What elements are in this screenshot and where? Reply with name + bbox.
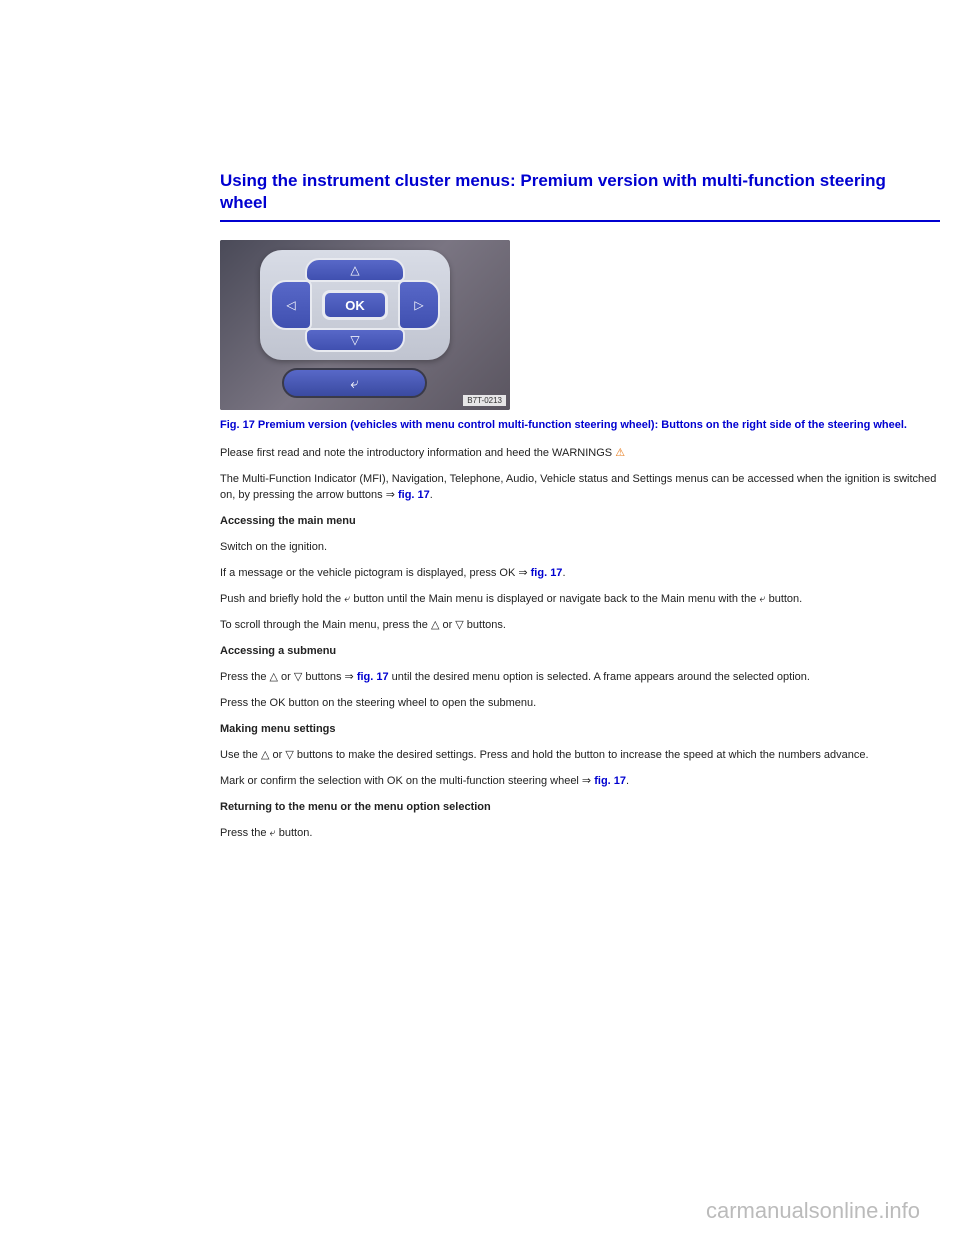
menu-summary-paragraph: The Multi-Function Indicator (MFI), Navi… <box>220 472 940 504</box>
fig-ref-link-3[interactable]: fig. 17 <box>357 671 389 683</box>
arrow-left-button: ◁ <box>270 280 312 330</box>
section4-item: Press the ⤶ button. <box>220 826 940 842</box>
section2-item-0-text: Press the △ or ▽ buttons ⇒ <box>220 671 357 683</box>
section1-item-2: Push and briefly hold the ⤶ button until… <box>220 592 940 608</box>
arrow-up-button: △ <box>305 258 405 282</box>
section3-title-text: Making menu settings <box>220 723 336 735</box>
body-text: Please first read and note the introduct… <box>220 446 940 841</box>
section3-title: Making menu settings <box>220 722 940 738</box>
section3-item-1: Mark or confirm the selection with OK on… <box>220 774 940 790</box>
intro-paragraph: Please first read and note the introduct… <box>220 446 940 462</box>
section2-title-text: Accessing a submenu <box>220 645 336 657</box>
section1-item-1-text: If a message or the vehicle pictogram is… <box>220 567 531 579</box>
section2-item-0: Press the △ or ▽ buttons ⇒ fig. 17 until… <box>220 670 940 686</box>
control-cluster: △ ▽ ◁ ▷ OK <box>260 250 450 360</box>
section1-item-1: If a message or the vehicle pictogram is… <box>220 566 940 582</box>
steering-wheel-figure: △ ▽ ◁ ▷ OK ⤶ B7T-0213 <box>220 240 510 410</box>
watermark: carmanualsonline.info <box>706 1198 920 1224</box>
section1-title: Accessing the main menu <box>220 514 940 530</box>
section2-item-1: Press the OK button on the steering whee… <box>220 696 940 712</box>
section1-item-0: Switch on the ignition. <box>220 540 940 556</box>
section3-item-1-text: Mark or confirm the selection with OK on… <box>220 775 594 787</box>
section2-item-0-tail: until the desired menu option is selecte… <box>389 671 810 683</box>
fig-ref-link[interactable]: fig. 17 <box>398 489 430 501</box>
fig-ref-link-4[interactable]: fig. 17 <box>594 775 626 787</box>
image-id-label: B7T-0213 <box>463 395 506 406</box>
warning-icon: ⚠ <box>615 446 625 462</box>
arrow-right-button: ▷ <box>398 280 440 330</box>
arrow-down-button: ▽ <box>305 328 405 352</box>
page-title: Using the instrument cluster menus: Prem… <box>220 170 900 214</box>
ok-button: OK <box>322 290 388 320</box>
fig-ref-link-2[interactable]: fig. 17 <box>531 567 563 579</box>
section4-title: Returning to the menu or the menu option… <box>220 800 940 816</box>
figure-caption: Fig. 17 Premium version (vehicles with m… <box>220 418 940 432</box>
section3-item-0: Use the △ or ▽ buttons to make the desir… <box>220 748 940 764</box>
section1-item-3: To scroll through the Main menu, press t… <box>220 618 940 634</box>
section2-title: Accessing a submenu <box>220 644 940 660</box>
section4-title-text: Returning to the menu or the menu option… <box>220 801 491 813</box>
intro-text: Please first read and note the introduct… <box>220 447 615 459</box>
back-button: ⤶ <box>282 368 427 398</box>
title-underline <box>220 220 940 222</box>
menu-summary-text: The Multi-Function Indicator (MFI), Navi… <box>220 473 936 501</box>
section1-title-text: Accessing the main menu <box>220 515 356 527</box>
